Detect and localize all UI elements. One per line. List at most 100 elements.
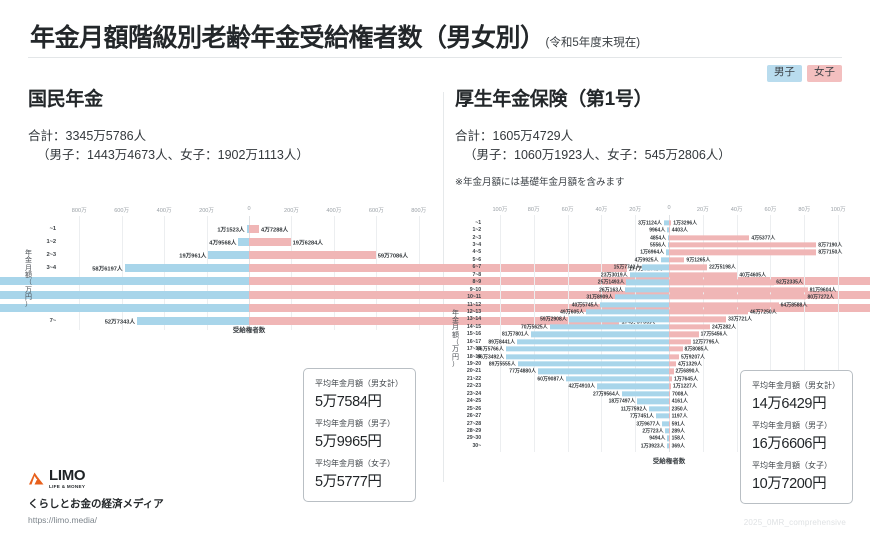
value-label-female: 4403人 (671, 227, 688, 234)
gridline (736, 215, 738, 452)
bar-male (0, 277, 249, 286)
page-title: 年金月額階級別老齢年金受給権者数（男女別） (30, 24, 545, 52)
value-label-female: 24万282人 (712, 324, 736, 331)
y-axis-title: 年金月額（万円） (452, 309, 459, 369)
value-label-female: 369人 (671, 443, 685, 450)
row-category-label: 18~19 (466, 353, 481, 360)
row-category-label: 14~15 (466, 323, 481, 330)
value-label-male: 3万9677人 (636, 421, 661, 428)
logo-tagline: LIFE & MONEY (49, 483, 86, 489)
value-label-male: 96万3492人 (477, 354, 505, 361)
chart-row: 9~10 26万163人 81万9604人 (455, 286, 855, 294)
value-label-male: 40万5745人 (571, 302, 599, 309)
gridline (249, 216, 250, 330)
value-label-female: 64万8588人 (780, 302, 808, 309)
row-category-label: 25~26 (466, 405, 481, 412)
bar-male (124, 264, 249, 273)
row-category-label: 1~2 (472, 227, 482, 234)
gridline (164, 216, 166, 330)
bar-female (249, 224, 260, 233)
value-label-male: 89万8441人 (488, 339, 516, 346)
x-tick-label: 100万 (830, 207, 846, 213)
bar-male (238, 237, 249, 246)
value-label-female: 158人 (671, 435, 685, 442)
bar-female (669, 353, 679, 360)
bar-male (655, 413, 669, 419)
chart-row: 26~27 7万7451人 1197人 (455, 412, 855, 420)
bar-male (517, 361, 669, 367)
right-panel-summary: 合計：1605万4729人 （男子：1060万1923人、女子：545万2806… (455, 127, 855, 166)
left-average-box: 平均年金月額（男女計） 5万7584円 平均年金月額（男子） 5万9965円 平… (303, 368, 416, 502)
value-label-male: 25万1493人 (597, 279, 625, 286)
row-category-label: 16~17 (466, 338, 481, 345)
chart-row: 1~2 4万9568人 19万6284人 (28, 235, 440, 248)
bar-female (669, 220, 672, 226)
bar-male (667, 227, 669, 233)
chart-row: 15~16 81万7801人 17万5456人 (455, 331, 855, 338)
x-axis-title: 受給権者数 (652, 458, 686, 465)
chart-rows: ~1 1万1523人 4万7288人 1~2 4万9568人 19万6284人 2~3 19万… (0, 222, 870, 328)
page-title-subtitle: (令和5年度末現在) (545, 37, 641, 49)
x-tick-label: 400万 (156, 208, 172, 214)
legend-item-male: 男子 (767, 65, 802, 82)
right-avg-all-label: 平均年金月額（男女計） (752, 381, 840, 390)
bar-male (566, 376, 669, 382)
value-label-female: 17万5456人 (700, 331, 728, 338)
bar-female (669, 324, 711, 330)
bar-female (249, 277, 870, 286)
bar-male (662, 420, 669, 427)
chart-row: 1~2 9964人 4403人 (455, 226, 855, 234)
bar-female (669, 242, 817, 248)
bar-male (667, 435, 669, 442)
gridline (418, 216, 420, 330)
bar-male (666, 249, 669, 256)
row-category-label: 1~2 (46, 238, 56, 245)
gridline (333, 216, 335, 330)
chart-row: 5~6283万6784人459万5984人 (0, 288, 870, 301)
left-avg-female-label: 平均年金月額（女子） (315, 459, 395, 468)
footer-url[interactable]: https://limo.media/ (28, 515, 97, 526)
value-label-female: 8万8085人 (684, 346, 709, 353)
value-label-male: 9494人 (649, 435, 666, 442)
value-label-male: 19万961人 (179, 253, 207, 260)
bar-female (669, 361, 676, 367)
row-category-label: 4~5 (472, 249, 482, 256)
row-category-label: 8~9 (472, 279, 482, 286)
gridline (291, 216, 293, 330)
value-label-female: 19万6284人 (292, 240, 323, 247)
chart-kokumin-nenkin: 800万 600万 400万 200万 0 200万 400万 600万 800万 ~1 1万152… (0, 206, 870, 334)
chart-rows: ~1 3万1124人 1万3296人 1~2 9964人 4403人 2~3 4854人 4万5… (455, 219, 855, 450)
x-tick-label: 60万 (764, 207, 777, 213)
bar-female (249, 290, 870, 299)
gridline (770, 215, 772, 452)
gridline (702, 215, 704, 452)
right-avg-female-label: 平均年金月額（女子） (752, 461, 832, 470)
value-label-male: 9964人 (649, 227, 666, 234)
row-category-label: 9~10 (469, 286, 481, 293)
value-label-male: 4854人 (650, 235, 667, 242)
x-axis-title: 受給権者数 (232, 327, 266, 334)
value-label-male: 11万7592人 (620, 406, 648, 413)
left-avg-male-label: 平均年金月額（男子） (315, 419, 395, 428)
x-tick-label: 800万 (71, 208, 87, 214)
value-label-female: 591人 (671, 421, 685, 428)
gridline (838, 215, 840, 452)
bar-male (597, 383, 669, 389)
row-category-label: 11~12 (467, 301, 481, 308)
chart-row: 10~11 31万8909人 80万7272人 (455, 293, 855, 301)
chart-row: 14~15 70万5625人 24万282人 (455, 323, 855, 331)
gridline (121, 216, 123, 330)
value-label-female: 4万1329人 (677, 361, 702, 368)
bar-male (629, 272, 669, 278)
bar-male (660, 257, 669, 263)
value-label-male: 18万7497人 (608, 398, 636, 405)
value-label-male: 1万6964人 (640, 249, 665, 256)
bar-male (0, 303, 249, 312)
row-category-label: 2~3 (472, 234, 482, 241)
bar-female (669, 234, 750, 241)
x-tick-label: 200万 (283, 208, 299, 214)
x-tick-label: 400万 (326, 208, 342, 214)
bar-female (669, 368, 674, 375)
footer: LIMO LIFE & MONEY くらしとお金の経済メディア https://… (28, 468, 164, 525)
